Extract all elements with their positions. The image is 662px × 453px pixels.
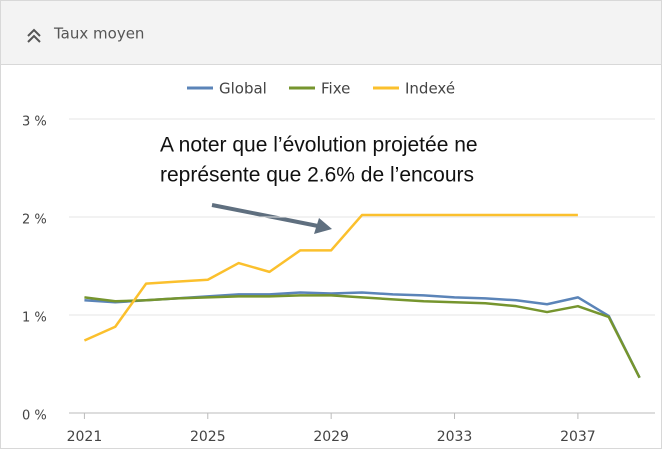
panel-header[interactable] [0,0,662,65]
legend-label: Global [219,80,267,98]
x-tick-label: 2029 [313,429,349,445]
annotation-arrow [211,203,319,228]
legend-label: Indexé [405,80,455,98]
annotation: représente que 2.6% de l’encours [160,164,474,187]
x-tick-label: 2021 [67,429,103,445]
panel-title: Taux moyen [53,25,144,43]
legend: Global Fixe Indexé [187,80,455,98]
line-series [84,294,641,379]
y-tick-label: 3 % [22,115,47,130]
y-tick-label: 1 % [22,311,47,326]
y-tick-label: 0 % [22,409,47,424]
legend-label: Fixe [321,80,350,98]
annotation-arrowhead [314,218,332,234]
x-tick-label: 2033 [437,429,473,445]
collapse-icon[interactable] [27,28,41,43]
x-tick-label: 2037 [560,429,596,445]
annotation: A noter que l’évolution projetée ne [160,134,478,157]
y-tick-label: 2 % [22,213,47,228]
line-series [83,213,578,342]
x-tick-label: 2025 [190,429,226,445]
